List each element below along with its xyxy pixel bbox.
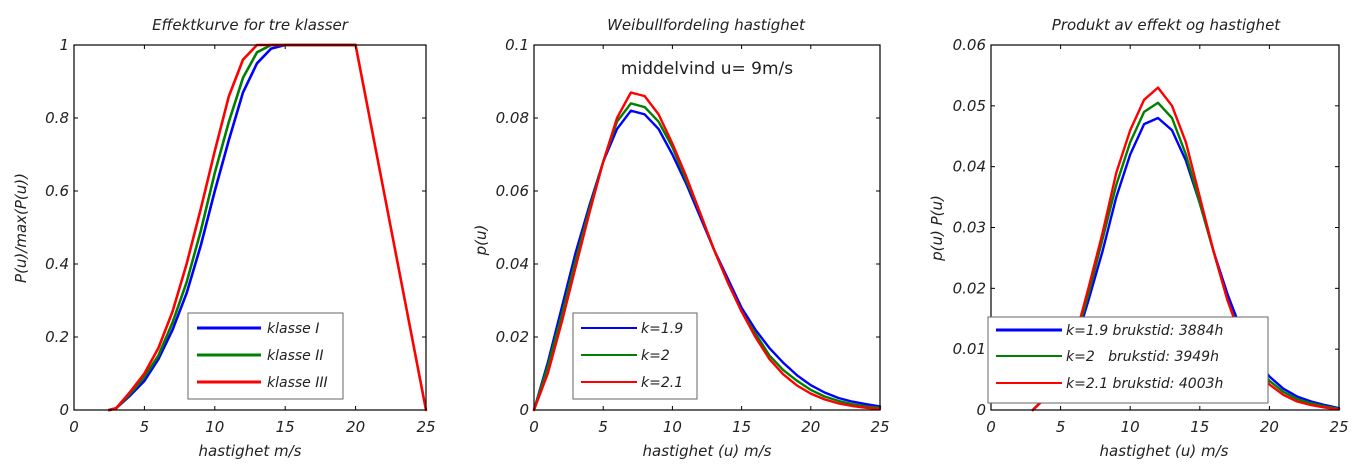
panel3-title: Produkt av effekt og hastighet — [1052, 16, 1281, 34]
panel1-xtick-label: 15 — [276, 418, 295, 436]
panel1-ytick-label: 0 — [59, 401, 69, 419]
panel1-series-line-3 — [107, 43, 428, 412]
panel1-ticks: 0 5 10 15 20 25 0 0.2 0.4 0.6 0.8 1 — [45, 36, 435, 436]
panel2-legend: k=1.9 k=2 k=2.1 — [572, 312, 698, 400]
panel2-legend-label-3: k=2.1 — [641, 375, 683, 391]
panel3-xtick-label: 10 — [1121, 418, 1140, 436]
panel3-xtick-label: 15 — [1190, 418, 1209, 436]
panel3-series-line-3 — [1031, 86, 1341, 412]
panel3-ytick-label: 0.02 — [953, 279, 986, 297]
panel1-xtick-label: 25 — [416, 418, 435, 436]
panel-weibull: Weibullfordeling hastighet 0 5 10 15 20 25 0 0.… — [472, 16, 890, 460]
panel2-xtick-label: 10 — [663, 418, 682, 436]
panel1-ytick-label: 0.4 — [45, 255, 69, 273]
panel3-legend-label-2: k=2 brukstid: 3949h — [1066, 349, 1219, 365]
panel1-ytick-label: 0.6 — [45, 182, 69, 200]
panel2-xlabel: hastighet (u) m/s — [643, 442, 772, 460]
panel-power-curve: Effektkurve for tre klasser 0 5 10 15 20 2500… — [12, 16, 436, 460]
panel3-xtick-label: 0 — [986, 418, 996, 436]
panel2-axes-frame — [533, 44, 881, 411]
panel2-legend-label-2: k=2 — [641, 348, 670, 364]
panel3-xtick-label: 20 — [1260, 418, 1279, 436]
panel3-ytick-label: 0.03 — [953, 219, 986, 237]
panel2-ticks: 0 5 10 15 20 25 0 0.02 0.04 0.06 0.08 0.1 — [496, 36, 890, 436]
panel2-ytick-label: 0.1 — [505, 36, 529, 54]
panel2-annotation: middelvind u= 9m/s — [621, 59, 793, 79]
panel2-xtick-label: 20 — [801, 418, 820, 436]
panel3-ytick-label: 0 — [976, 401, 986, 419]
panel3-xtick-label: 5 — [1056, 418, 1066, 436]
panel2-ytick-label: 0 — [519, 401, 529, 419]
panel2-ylabel: p(u) — [472, 225, 490, 257]
panel3-ytick-label: 0.05 — [953, 97, 986, 115]
panel2-title: Weibullfordeling hastighet — [607, 16, 806, 34]
panel1-title: Effektkurve for tre klasser — [152, 16, 349, 34]
panel1-legend-label-3: klasse III — [267, 375, 328, 391]
panel1-series — [107, 43, 428, 412]
panel1-xtick-label: 0 — [69, 418, 79, 436]
panel3-xtick-label: 25 — [1329, 418, 1348, 436]
panel1-ytick-label: 0.8 — [45, 109, 69, 127]
panel2-legend-label-1: k=1.9 — [641, 321, 683, 337]
panel1-xtick-label: 5 — [140, 418, 150, 436]
panel1-legend-label-2: klasse II — [267, 348, 324, 364]
panel2-ytick-label: 0.08 — [496, 109, 529, 127]
panel1-xtick-label: 10 — [205, 418, 224, 436]
panel3-ytick-label: 0.04 — [953, 158, 986, 176]
panel1-legend: klasse I klasse II klasse III — [187, 312, 344, 400]
panel3-xlabel: hastighet (u) m/s — [1100, 442, 1229, 460]
panel3-series-line-2 — [1031, 101, 1341, 412]
panel2-ytick-label: 0.02 — [496, 328, 529, 346]
panel1-ylabel: P(u)/max(P(u)) — [12, 173, 30, 283]
panel3-ticks: 0 5 10 15 20 25 0 0.01 0.02 0.03 0.04 0.05 0.06 — [953, 36, 1349, 436]
panel1-axes-frame — [73, 44, 427, 411]
panel2-xtick-label: 25 — [870, 418, 889, 436]
panel1-ytick-label: 0.2 — [45, 328, 69, 346]
panel1-xtick-label: 20 — [346, 418, 365, 436]
panel2-xtick-label: 5 — [598, 418, 608, 436]
panel3-legend-label-1: k=1.9 brukstid: 3884h — [1066, 323, 1223, 339]
panel1-xlabel: hastighet m/s — [199, 442, 302, 460]
panel3-legend: k=1.9 brukstid: 3884h k=2 brukstid: 3949… — [987, 316, 1269, 404]
panel2-ytick-label: 0.06 — [496, 182, 529, 200]
panel3-ytick-label: 0.01 — [953, 340, 986, 358]
panel1-series-line-1 — [107, 43, 357, 412]
panel1-ytick-label: 1 — [59, 36, 69, 54]
panel2-xtick-label: 0 — [529, 418, 539, 436]
panel3-series-line-1 — [1031, 116, 1341, 412]
panel2-series — [532, 91, 882, 412]
panel3-series — [1031, 86, 1341, 412]
panel3-ylabel: p(u) P(u) — [928, 195, 946, 262]
panel3-ytick-label: 0.06 — [953, 36, 986, 54]
panel2-xtick-label: 15 — [732, 418, 751, 436]
panel3-legend-label-3: k=2.1 brukstid: 4003h — [1066, 376, 1223, 392]
panel-product: Produkt av effekt og hastighet 0 5 10 15 20 2… — [928, 16, 1349, 460]
panel2-ytick-label: 0.04 — [496, 255, 529, 273]
panel2-series-line-3 — [532, 91, 882, 412]
panel1-legend-label-1: klasse I — [267, 321, 319, 337]
